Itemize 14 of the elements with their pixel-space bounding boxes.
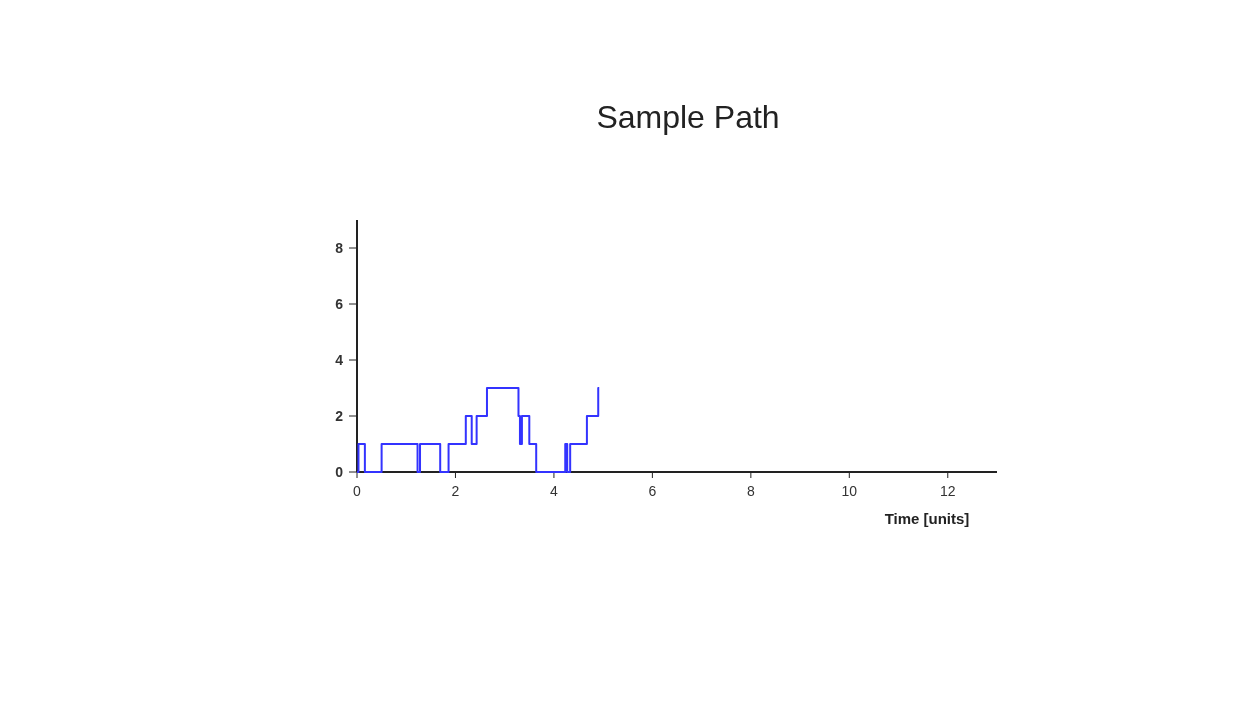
y-tick-label: 0	[335, 464, 344, 480]
y-tick-label: 6	[335, 296, 344, 312]
x-tick-label: 6	[648, 483, 657, 499]
y-tick-label: 4	[335, 352, 344, 368]
x-tick-label: 10	[841, 483, 858, 499]
chart-title: Sample Path	[596, 99, 780, 135]
x-tick-label: 0	[353, 483, 362, 499]
x-axis-title: Time [units]	[884, 510, 970, 527]
x-tick-label: 4	[550, 483, 559, 499]
y-tick-label: 2	[335, 408, 344, 424]
x-tick-label: 8	[746, 483, 755, 499]
x-tick-label: 12	[939, 483, 956, 499]
x-tick-label: 2	[451, 483, 460, 499]
y-tick-label: 8	[335, 240, 344, 256]
